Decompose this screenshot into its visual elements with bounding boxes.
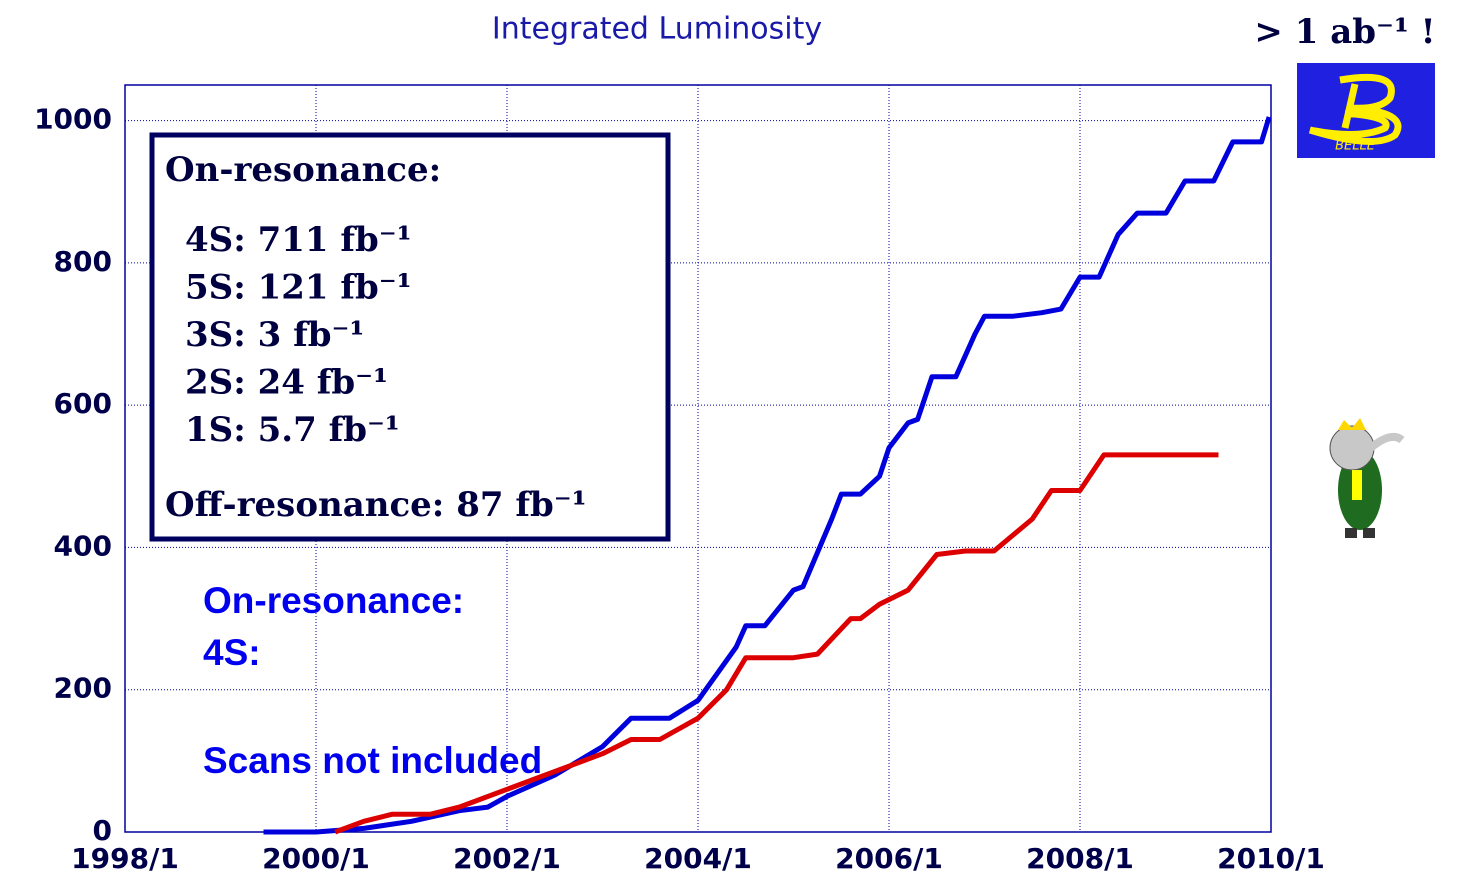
y-tick-label: 200 [54,672,112,705]
inset-line: 5S: 121 fb⁻¹ [185,268,412,308]
babar-icon [1330,418,1402,538]
inset-line: 1S: 5.7 fb⁻¹ [185,410,400,450]
annotation: 4S: [203,632,261,673]
y-tick-label: 600 [54,387,112,420]
x-tick-label: 2000/1 [262,842,370,875]
x-tick-label: 2004/1 [644,842,752,875]
chart-title: Integrated Luminosity [492,12,822,47]
y-tick-label: 1000 [34,103,112,136]
chart: Integrated Luminosity > 1 ab⁻¹ ! BELLE 0… [0,0,1461,877]
y-tick-label: 800 [54,245,112,278]
inset-heading: On-resonance: [165,150,441,190]
inset-footer: Off-resonance: 87 fb⁻¹ [165,485,587,525]
inset-line: 4S: 711 fb⁻¹ [185,220,412,260]
y-tick-label: 400 [54,529,112,562]
inset-line: 3S: 3 fb⁻¹ [185,315,364,355]
annotation: On-resonance: [203,580,464,621]
x-tick-label: 1998/1 [71,842,179,875]
logo-text: BELLE [1335,139,1376,154]
x-tick-label: 2006/1 [835,842,943,875]
x-tick-label: 2002/1 [453,842,561,875]
x-tick-label: 2010/1 [1217,842,1325,875]
annotation: Scans not included [203,740,542,781]
headline: > 1 ab⁻¹ ! [1254,12,1435,52]
inset-line: 2S: 24 fb⁻¹ [185,363,388,403]
x-tick-label: 2008/1 [1026,842,1134,875]
belle-logo: BELLE [1297,63,1435,158]
